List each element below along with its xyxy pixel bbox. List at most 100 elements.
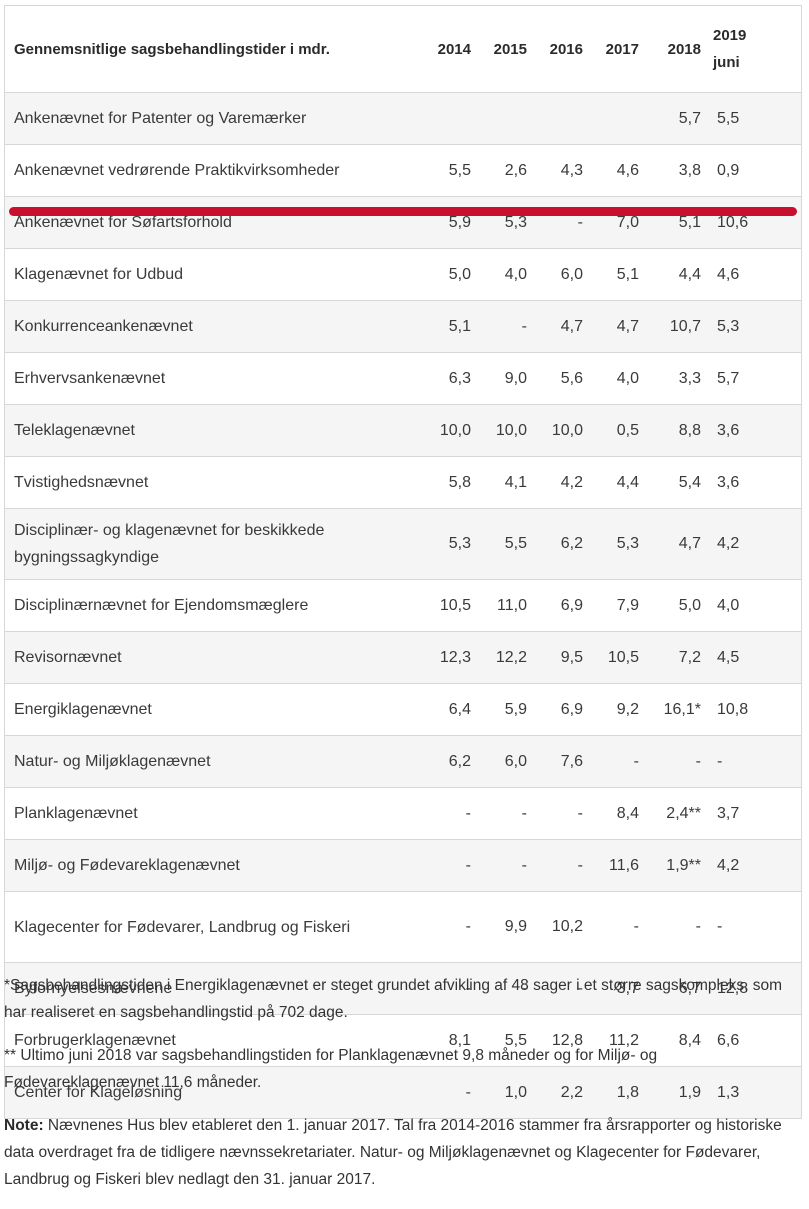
row-value-2019: 3,7 bbox=[717, 804, 740, 822]
row-value-2014: 6,2 bbox=[448, 752, 471, 770]
row-value-2017 bbox=[595, 93, 651, 145]
row-value-2019: 10,6 bbox=[717, 213, 749, 231]
row-value-2017: 11,2 bbox=[609, 1031, 639, 1049]
row-value-2019: 4,2 bbox=[717, 535, 740, 552]
row-value-2019: 4,6 bbox=[717, 265, 740, 283]
row-name: Byfornyelsesnævnene bbox=[14, 980, 173, 997]
row-value-2019: - bbox=[717, 918, 723, 935]
table-header: Gennemsnitlige sagsbehandlingstider i md… bbox=[5, 6, 801, 93]
table-row: Ankenævnet for Patenter og Varemærker 5,7… bbox=[5, 92, 801, 145]
row-value-2015: 12,2 bbox=[495, 648, 527, 666]
table-row: Center for Klageløsning - 1,0 2,2 1,8 1,9 1,3 bbox=[5, 1066, 801, 1118]
row-value-2018: 5,0 bbox=[678, 596, 701, 614]
header-year-2018: 2018 bbox=[667, 40, 701, 58]
row-name: Ankenævnet for Patenter og Varemærker bbox=[14, 110, 307, 127]
table-row: Klagecenter for Fødevarer, Landbrug og F… bbox=[5, 891, 801, 963]
row-value-2018: 2,4** bbox=[666, 804, 701, 822]
row-value-2014: 10,0 bbox=[439, 421, 471, 439]
row-value-2017: 3,7 bbox=[616, 979, 639, 997]
row-value-2015: 5,5 bbox=[504, 535, 527, 552]
row-name: Natur- og Miljøklagenævnet bbox=[14, 753, 211, 770]
row-value-2019: 3,6 bbox=[717, 421, 740, 439]
row-name: Teleklagenævnet bbox=[14, 422, 135, 439]
row-value-2014: 12,3 bbox=[439, 648, 471, 666]
row-name: Planklagenævnet bbox=[14, 805, 138, 822]
row-value-2016: - bbox=[577, 979, 583, 997]
row-value-2019: 5,3 bbox=[717, 317, 740, 335]
row-value-2017: 7,0 bbox=[616, 213, 639, 231]
row-value-2014: - bbox=[465, 856, 471, 874]
row-value-2015: - bbox=[521, 979, 527, 997]
row-value-2016: 4,2 bbox=[560, 473, 583, 491]
row-value-2016: 6,9 bbox=[560, 596, 583, 614]
table-row: Energiklagenævnet 6,4 5,9 6,9 9,2 16,1* 10,8 bbox=[5, 683, 801, 736]
row-value-2017: 10,5 bbox=[607, 648, 639, 666]
header-year-2014: 2014 bbox=[437, 40, 471, 58]
row-value-2017: 0,5 bbox=[616, 421, 639, 439]
row-value-2015: 4,1 bbox=[504, 473, 527, 491]
row-value-2015: 5,5 bbox=[504, 1031, 527, 1049]
row-value-2018: 4,4 bbox=[678, 265, 701, 283]
row-value-2019: - bbox=[717, 752, 723, 770]
row-value-2019: 5,5 bbox=[717, 109, 740, 127]
row-value-2016: 2,2 bbox=[560, 1083, 583, 1101]
row-value-2014: 5,0 bbox=[448, 265, 471, 283]
data-table: Gennemsnitlige sagsbehandlingstider i md… bbox=[5, 6, 801, 1118]
row-name: Ankenævnet for Søfartsforhold bbox=[14, 214, 232, 231]
row-name: Klagecenter for Fødevarer, Landbrug og F… bbox=[14, 918, 351, 936]
header-year-2016: 2016 bbox=[549, 40, 583, 58]
row-value-2018: 4,7 bbox=[678, 535, 701, 552]
row-value-2019: 3,6 bbox=[717, 473, 740, 491]
row-value-2016: 6,9 bbox=[560, 700, 583, 718]
note-text: Nævnenes Hus blev etableret den 1. janua… bbox=[4, 1117, 782, 1188]
row-value-2015: 5,3 bbox=[504, 213, 527, 231]
row-value-2014: - bbox=[465, 979, 471, 997]
row-value-2015: 11,0 bbox=[497, 596, 527, 614]
row-value-2014: - bbox=[465, 918, 471, 935]
table-row: Byfornyelsesnævnene - - - 3,7 6,7 12,8 bbox=[5, 962, 801, 1015]
row-value-2014: 8,1 bbox=[448, 1031, 471, 1049]
row-name: Klagenævnet for Udbud bbox=[14, 266, 183, 283]
row-name: Energiklagenævnet bbox=[14, 701, 152, 718]
table-row: Disciplinær- og klagenævnet for beskikke… bbox=[5, 508, 801, 580]
row-value-2018: 1,9 bbox=[678, 1083, 701, 1101]
table-row: Erhvervsankenævnet 6,3 9,0 5,6 4,0 3,3 5,7 bbox=[5, 352, 801, 405]
row-value-2017: 9,2 bbox=[616, 700, 639, 718]
row-name: Erhvervsankenævnet bbox=[14, 370, 166, 387]
row-name: Disciplinær- og klagenævnet for beskikke… bbox=[14, 522, 325, 566]
row-value-2018: 3,8 bbox=[678, 161, 701, 179]
row-value-2017: 4,4 bbox=[616, 473, 639, 491]
row-value-2018: 1,9** bbox=[666, 856, 701, 874]
table-row: Ankenævnet vedrørende Praktikvirksomhede… bbox=[5, 144, 801, 197]
row-value-2017: - bbox=[633, 752, 639, 770]
footnote-planklagenaevnet: ** Ultimo juni 2018 var sagsbehandlingst… bbox=[4, 1047, 658, 1091]
row-value-2016: - bbox=[577, 856, 583, 874]
header-title: Gennemsnitlige sagsbehandlingstider i md… bbox=[14, 40, 330, 58]
table-row: Tvistighedsnævnet 5,8 4,1 4,2 4,4 5,4 3,6 bbox=[5, 456, 801, 509]
table-row: Teleklagenævnet 10,0 10,0 10,0 0,5 8,8 3,6 bbox=[5, 404, 801, 457]
row-value-2014: 10,5 bbox=[439, 596, 471, 614]
row-value-2016: 5,6 bbox=[560, 369, 583, 387]
row-value-2018: 5,4 bbox=[678, 473, 701, 491]
row-value-2016: - bbox=[577, 804, 583, 822]
row-value-2016: 10,0 bbox=[551, 421, 583, 439]
row-value-2018: 8,4 bbox=[678, 1031, 701, 1049]
row-value-2014 bbox=[424, 93, 483, 145]
row-value-2017: 4,6 bbox=[616, 161, 639, 179]
row-value-2017: 4,7 bbox=[616, 317, 639, 335]
row-value-2014: - bbox=[465, 804, 471, 822]
row-value-2017: 8,4 bbox=[616, 804, 639, 822]
row-value-2015: 6,0 bbox=[504, 752, 527, 770]
row-value-2014: 5,8 bbox=[448, 473, 471, 491]
row-value-2017: 11,6 bbox=[609, 856, 639, 874]
row-value-2014: 5,1 bbox=[448, 317, 471, 335]
row-value-2014: 6,4 bbox=[448, 700, 471, 718]
row-value-2019: 4,0 bbox=[717, 596, 740, 614]
notes-section: *Sagsbehandlingstiden i Energiklagenævne… bbox=[4, 972, 804, 1209]
row-value-2016: 4,3 bbox=[560, 161, 583, 179]
row-value-2019: 1,3 bbox=[717, 1083, 740, 1101]
row-name: Center for Klageløsning bbox=[14, 1084, 183, 1101]
table-row: Revisornævnet 12,3 12,2 9,5 10,5 7,2 4,5 bbox=[5, 631, 801, 684]
row-value-2015: - bbox=[521, 317, 527, 335]
row-value-2019: 4,2 bbox=[717, 856, 740, 874]
